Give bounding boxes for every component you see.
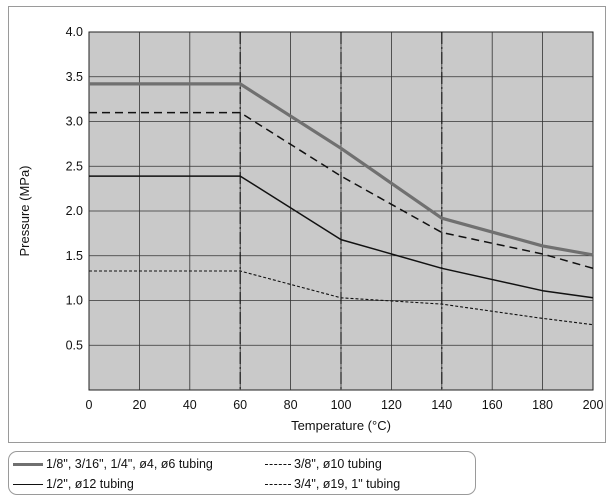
x-axis-label: Temperature (°C) <box>291 418 391 433</box>
y-tick-label: 2.5 <box>66 159 83 173</box>
x-tick-label: 100 <box>331 398 352 412</box>
y-tick-label: 3.0 <box>66 115 83 129</box>
x-tick-label: 160 <box>482 398 503 412</box>
tick-labels: 0 20 40 60 80 100 120 140 160 180 200 0.5 1.0 1.5 2.0 2… <box>66 25 604 412</box>
x-tick-label: 80 <box>284 398 298 412</box>
legend-item-series-1: 1/8", 3/16", 1/4", ø4, ø6 tubing <box>13 457 213 471</box>
y-tick-label: 2.0 <box>66 204 83 218</box>
series-line-2 <box>89 111 594 270</box>
y-axis-label: Pressure (MPa) <box>17 165 32 256</box>
pressure-temperature-chart: 0 20 40 60 80 100 120 140 160 180 200 0.5 1.0 1.5 2.0 2… <box>17 25 604 433</box>
series-line-1 <box>89 82 594 257</box>
y-tick-label: 0.5 <box>66 338 83 352</box>
legend-item-series-4: 3/4", ø19, 1" tubing <box>265 477 400 491</box>
legend-label: 1/2", ø12 tubing <box>46 477 134 491</box>
x-tick-label: 120 <box>381 398 402 412</box>
series-lines <box>89 82 594 326</box>
legend-item-series-2: 3/8", ø10 tubing <box>265 457 382 471</box>
y-tick-label: 3.5 <box>66 70 83 84</box>
legend: 1/8", 3/16", 1/4", ø4, ø6 tubing 3/8", ø… <box>8 451 476 495</box>
legend-swatch-dashed <box>265 463 291 465</box>
x-tick-label: 180 <box>532 398 553 412</box>
legend-label: 3/4", ø19, 1" tubing <box>294 477 401 491</box>
legend-swatch-solid <box>13 483 43 485</box>
chart-frame <box>8 6 606 443</box>
x-tick-label: 60 <box>233 398 247 412</box>
x-tick-label: 20 <box>132 398 146 412</box>
x-tick-label: 140 <box>431 398 452 412</box>
x-tick-label: 0 <box>86 398 93 412</box>
y-tick-label: 4.0 <box>66 25 83 39</box>
legend-label: 1/8", 3/16", 1/4", ø4, ø6 tubing <box>46 457 213 471</box>
series-line-4 <box>89 270 594 326</box>
series-line-3 <box>89 175 594 299</box>
y-tick-label: 1.5 <box>66 249 83 263</box>
grid-lines <box>89 32 593 390</box>
y-tick-label: 1.0 <box>66 294 83 308</box>
legend-item-series-3: 1/2", ø12 tubing <box>13 477 134 491</box>
legend-swatch-dotted <box>265 483 291 485</box>
legend-swatch-thick-gray <box>13 462 43 466</box>
x-tick-label: 200 <box>583 398 604 412</box>
x-tick-label: 40 <box>183 398 197 412</box>
legend-label: 3/8", ø10 tubing <box>294 457 382 471</box>
